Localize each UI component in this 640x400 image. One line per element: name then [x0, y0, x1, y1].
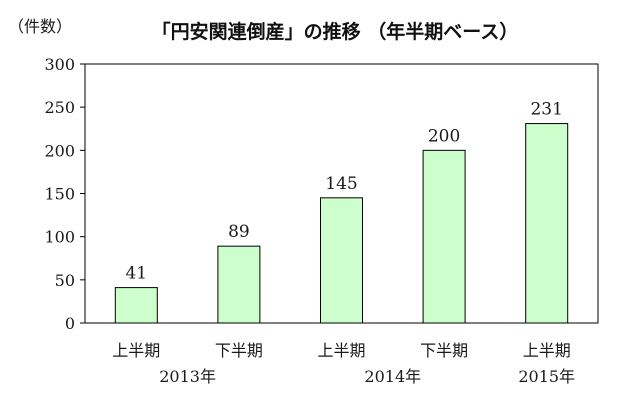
bar	[217, 245, 261, 324]
bar-value-label: 41	[125, 264, 147, 284]
x-tick-label: 上半期	[317, 341, 365, 360]
bar	[525, 123, 569, 324]
bar	[320, 197, 363, 324]
year-label: 2014年	[364, 367, 421, 386]
bar	[114, 287, 158, 324]
x-tick-label: 下半期	[215, 341, 263, 360]
x-tick-label: 下半期	[420, 341, 468, 360]
y-tick-label: 300	[44, 55, 75, 74]
bar-group: 41 89 145 200 231	[114, 100, 569, 324]
y-tick-label: 200	[44, 141, 75, 160]
y-tick-label: 50	[55, 271, 75, 290]
y-tick-label: 100	[44, 228, 75, 247]
bar-value-label: 200	[428, 126, 460, 146]
tick-group: 0 50 100 150 200 250 300	[44, 55, 85, 333]
chart-title: 「円安関連倒産」の推移 （年半期ベース）	[152, 20, 519, 43]
year-label: 2013年	[159, 367, 216, 386]
y-tick-label: 150	[44, 185, 75, 204]
y-axis-label: （件数）	[8, 17, 72, 36]
bar-value-label: 89	[228, 222, 250, 242]
x-tick-label: 上半期	[523, 341, 571, 360]
y-tick-label: 0	[65, 314, 75, 333]
bar	[422, 149, 466, 324]
year-label: 2015年	[518, 367, 575, 386]
plot-frame	[84, 63, 599, 324]
y-tick-label: 250	[44, 98, 75, 117]
bar-value-label: 231	[530, 100, 562, 120]
x-tick-label: 上半期	[112, 341, 160, 360]
x-label-group: 上半期 下半期 上半期 下半期 上半期 2013年 2014年 2015年	[112, 341, 575, 386]
bar-value-label: 145	[325, 174, 357, 194]
